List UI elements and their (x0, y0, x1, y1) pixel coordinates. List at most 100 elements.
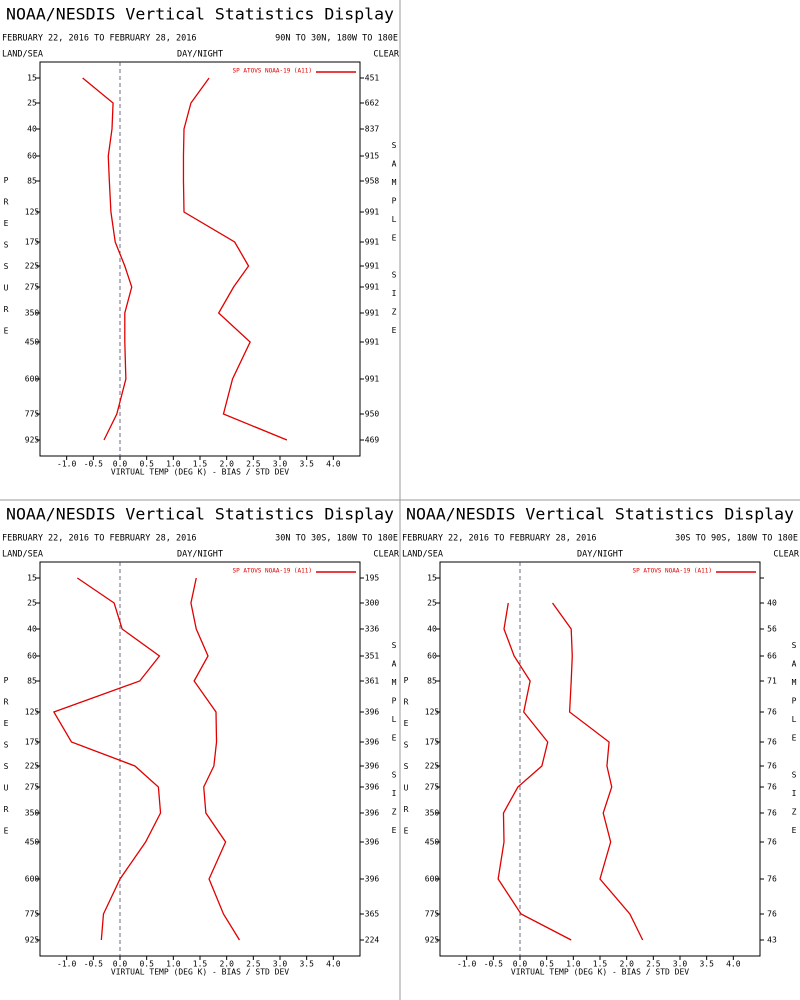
profile-line (182, 77, 288, 441)
profile-line (497, 602, 572, 941)
sample-size: 958 (365, 177, 380, 186)
pressure-label: 450 (25, 838, 40, 847)
pressure-label: 25 (27, 99, 37, 108)
pressure-label: 15 (27, 74, 37, 83)
sample-size-label: SAMPLE SIZE (390, 141, 399, 345)
legend-label: SP ATOVS NOAA-19 (A11) (633, 568, 712, 575)
sample-size: 76 (767, 762, 777, 771)
pressure-label: 25 (427, 599, 437, 608)
sample-size: 76 (767, 838, 777, 847)
pressure-label: 40 (427, 625, 437, 634)
sample-size: 991 (365, 208, 380, 217)
x-tick-label: -1.0 (57, 960, 76, 969)
sample-size: 915 (365, 152, 380, 161)
x-tick-label: 2.5 (246, 960, 261, 969)
day-night: DAY/NIGHT (177, 550, 223, 560)
x-tick-label: 3.0 (673, 960, 688, 969)
sample-size: 837 (365, 125, 380, 134)
pressure-label: 175 (25, 738, 40, 747)
title: NOAA/NESDIS Vertical Statistics Display (406, 505, 794, 524)
x-tick-label: -0.5 (84, 460, 103, 469)
title: NOAA/NESDIS Vertical Statistics Display (6, 5, 394, 24)
x-tick-label: 0.0 (113, 960, 128, 969)
pressure-label: 600 (25, 375, 40, 384)
sample-size: 66 (767, 652, 777, 661)
land-sea: LAND/SEA (2, 50, 43, 60)
pressure-label: 775 (25, 910, 40, 919)
x-tick-label: 3.0 (273, 460, 288, 469)
sample-size: 991 (365, 262, 380, 271)
sample-size: 396 (365, 783, 380, 792)
sample-size: 991 (365, 338, 380, 347)
sample-size: 991 (365, 375, 380, 384)
title: NOAA/NESDIS Vertical Statistics Display (6, 505, 394, 524)
x-tick-label: 1.0 (166, 960, 181, 969)
x-tick-label: 2.0 (619, 960, 634, 969)
x-axis-label: VIRTUAL TEMP (DEG K) - BIAS / STD DEV (511, 968, 689, 977)
x-tick-label: 2.5 (246, 460, 261, 469)
x-tick-label: 3.0 (273, 960, 288, 969)
pressure-label: 275 (25, 783, 40, 792)
pressure-label: 350 (25, 309, 40, 318)
sample-size: 396 (365, 838, 380, 847)
sample-size: 662 (365, 99, 380, 108)
sample-size: 76 (767, 783, 777, 792)
y-axis-label: PRESSURE (2, 676, 11, 848)
panel: NOAA/NESDIS Vertical Statistics Display F… (2, 505, 400, 977)
sample-size: 991 (365, 283, 380, 292)
sample-size: 300 (365, 599, 380, 608)
pressure-label: 450 (25, 338, 40, 347)
profile-line (190, 577, 241, 941)
sample-size: 224 (365, 936, 380, 945)
sample-size: 396 (365, 708, 380, 717)
sample-size: 396 (365, 738, 380, 747)
sample-size: 76 (767, 708, 777, 717)
date-range: FEBRUARY 22, 2016 TO FEBRUARY 28, 2016 (402, 534, 596, 544)
pressure-label: 85 (27, 677, 37, 686)
x-tick-label: 4.0 (726, 960, 741, 969)
x-tick-label: 1.0 (166, 460, 181, 469)
pressure-label: 125 (25, 208, 40, 217)
sample-size: 76 (767, 875, 777, 884)
x-tick-label: -1.0 (457, 960, 476, 969)
pressure-label: 925 (425, 936, 440, 945)
sample-size: 365 (365, 910, 380, 919)
pressure-label: 60 (27, 152, 37, 161)
pressure-label: 775 (425, 910, 440, 919)
day-night: DAY/NIGHT (177, 50, 223, 60)
x-tick-label: 2.0 (219, 460, 234, 469)
sample-size: 76 (767, 910, 777, 919)
sample-size: 469 (365, 436, 380, 445)
clear: CLEAR (373, 50, 399, 60)
pressure-label: 125 (25, 708, 40, 717)
x-tick-label: 0.5 (139, 960, 154, 969)
legend-label: SP ATOVS NOAA-19 (A11) (233, 568, 312, 575)
pressure-label: 175 (425, 738, 440, 747)
x-tick-label: -1.0 (57, 460, 76, 469)
x-tick-label: 3.5 (299, 460, 314, 469)
plot-frame (39, 61, 361, 457)
x-tick-label: -0.5 (484, 960, 503, 969)
y-axis-label: PRESSURE (402, 676, 411, 848)
pressure-label: 15 (27, 574, 37, 583)
sample-size: 71 (767, 677, 777, 686)
sample-size: 43 (767, 936, 777, 945)
pressure-label: 15 (427, 574, 437, 583)
sample-size-label: SAMPLE SIZE (390, 641, 399, 845)
pressure-label: 225 (25, 262, 40, 271)
pressure-label: 275 (25, 283, 40, 292)
pressure-label: 40 (27, 125, 37, 134)
day-night: DAY/NIGHT (577, 550, 623, 560)
x-tick-label: 2.0 (219, 960, 234, 969)
pressure-label: 40 (27, 625, 37, 634)
sample-size: 361 (365, 677, 380, 686)
x-tick-label: 1.0 (566, 960, 581, 969)
land-sea: LAND/SEA (2, 550, 43, 560)
region: 30S TO 90S, 180W TO 180E (675, 534, 798, 544)
pressure-label: 925 (25, 936, 40, 945)
date-range: FEBRUARY 22, 2016 TO FEBRUARY 28, 2016 (2, 34, 196, 44)
sample-size: 351 (365, 652, 380, 661)
plot-frame (39, 561, 361, 957)
panel: NOAA/NESDIS Vertical Statistics Display F… (2, 5, 400, 477)
